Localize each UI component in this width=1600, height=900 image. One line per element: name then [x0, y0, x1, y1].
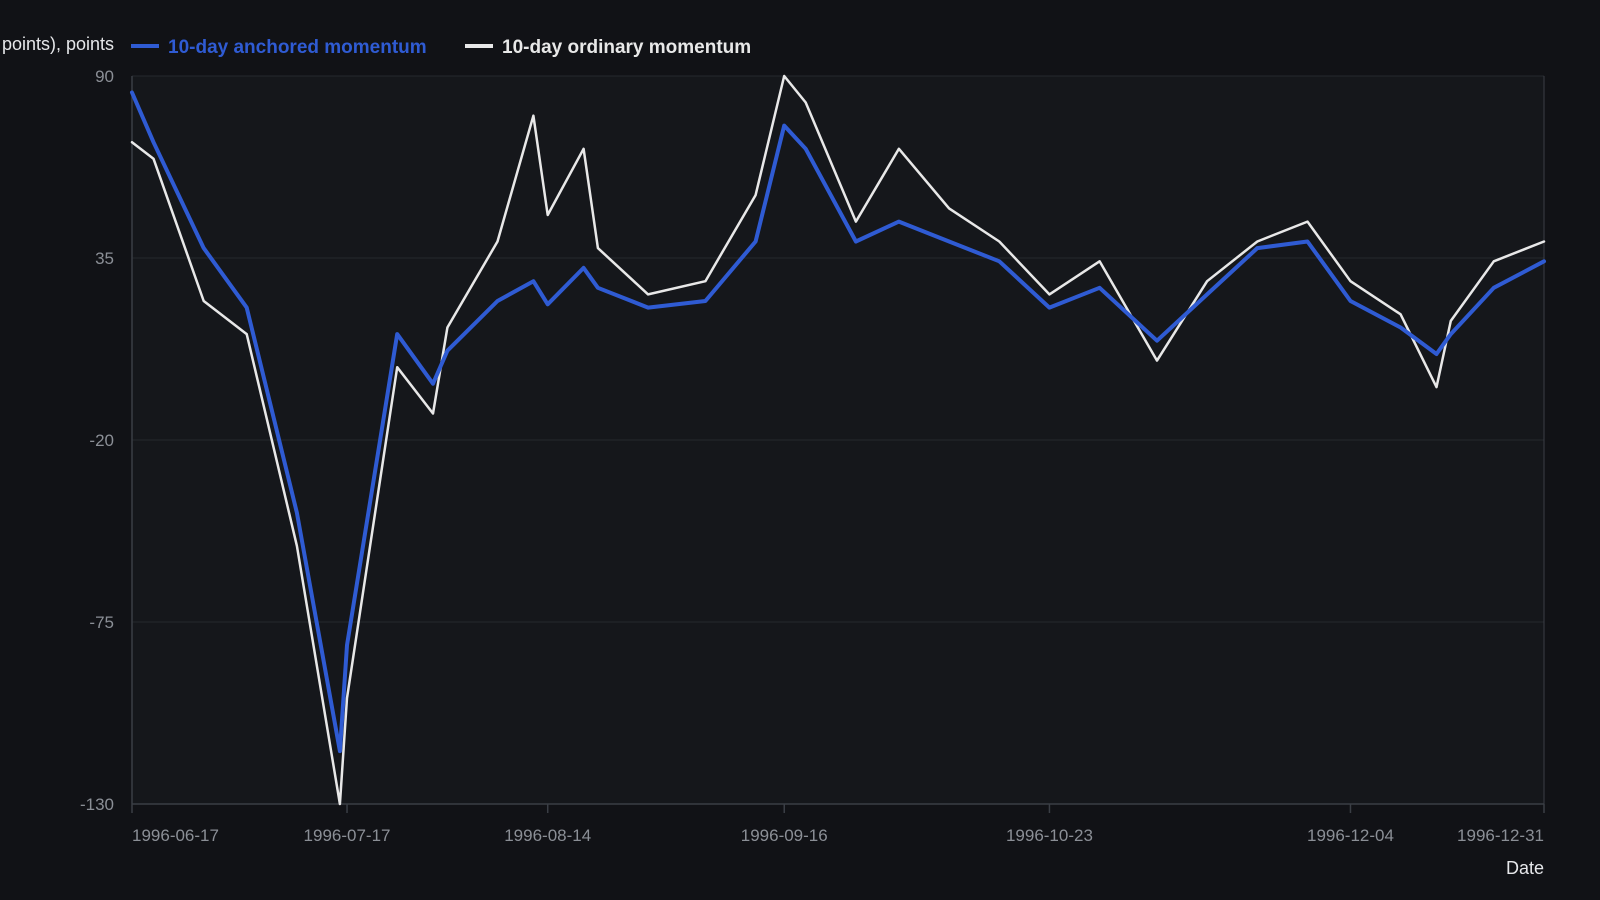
legend: points), points 10-day anchored momentum…: [2, 34, 751, 58]
x-tick-label: 1996-07-17: [304, 826, 391, 845]
y-tick-label: 35: [95, 249, 114, 268]
y-tick-label: -130: [80, 795, 114, 814]
series-line-ordinary-momentum: [130, 74, 1546, 806]
legend-label-ordinary: 10-day ordinary momentum: [502, 37, 751, 58]
x-axis-label: Date: [1506, 858, 1544, 878]
y-tick-label: -20: [89, 431, 114, 450]
y-axis-label: points), points: [2, 34, 114, 54]
x-tick-label: 1996-12-31: [1457, 826, 1544, 845]
x-tick-label: 1996-12-04: [1307, 826, 1394, 845]
x-tick-label: 1996-09-16: [741, 826, 828, 845]
x-tick-label: 1996-06-17: [132, 826, 219, 845]
axes: 90 35 -20 -75 -130 1996-06-17 1996-07-17 1996-0…: [80, 67, 1545, 845]
legend-label-anchored: 10-day anchored momentum: [168, 37, 427, 58]
x-tick-label: 1996-08-14: [504, 826, 591, 845]
grid-lines: [132, 75, 1544, 805]
series-line-anchored-momentum: [130, 90, 1546, 754]
x-tick-label: 1996-10-23: [1006, 826, 1093, 845]
y-tick-label: 90: [95, 67, 114, 86]
y-tick-label: -75: [89, 613, 114, 632]
series-lines: [130, 74, 1546, 806]
